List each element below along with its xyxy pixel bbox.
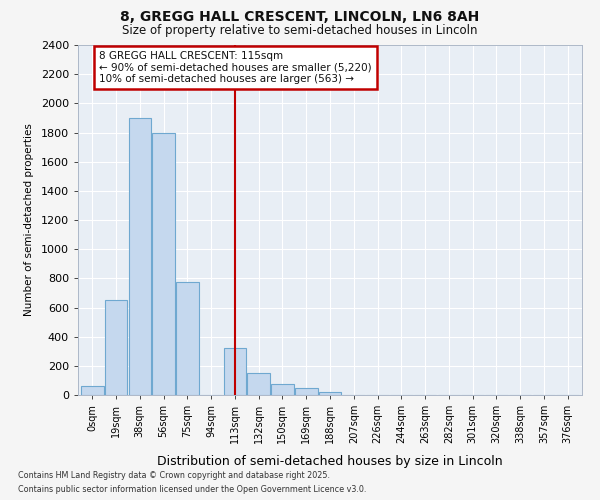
Bar — [128, 118, 151, 395]
Bar — [152, 132, 175, 395]
Text: Contains public sector information licensed under the Open Government Licence v3: Contains public sector information licen… — [18, 485, 367, 494]
Bar — [247, 373, 270, 395]
Y-axis label: Number of semi-detached properties: Number of semi-detached properties — [24, 124, 34, 316]
Bar — [271, 384, 294, 395]
Bar — [319, 392, 341, 395]
Text: 8 GREGG HALL CRESCENT: 115sqm
← 90% of semi-detached houses are smaller (5,220)
: 8 GREGG HALL CRESCENT: 115sqm ← 90% of s… — [100, 51, 372, 84]
Bar — [81, 386, 104, 395]
Text: 8, GREGG HALL CRESCENT, LINCOLN, LN6 8AH: 8, GREGG HALL CRESCENT, LINCOLN, LN6 8AH — [121, 10, 479, 24]
Bar — [105, 300, 127, 395]
Bar — [295, 388, 317, 395]
Text: Size of property relative to semi-detached houses in Lincoln: Size of property relative to semi-detach… — [122, 24, 478, 37]
Text: Contains HM Land Registry data © Crown copyright and database right 2025.: Contains HM Land Registry data © Crown c… — [18, 471, 330, 480]
Bar — [176, 282, 199, 395]
Bar — [224, 348, 246, 395]
X-axis label: Distribution of semi-detached houses by size in Lincoln: Distribution of semi-detached houses by … — [157, 454, 503, 468]
